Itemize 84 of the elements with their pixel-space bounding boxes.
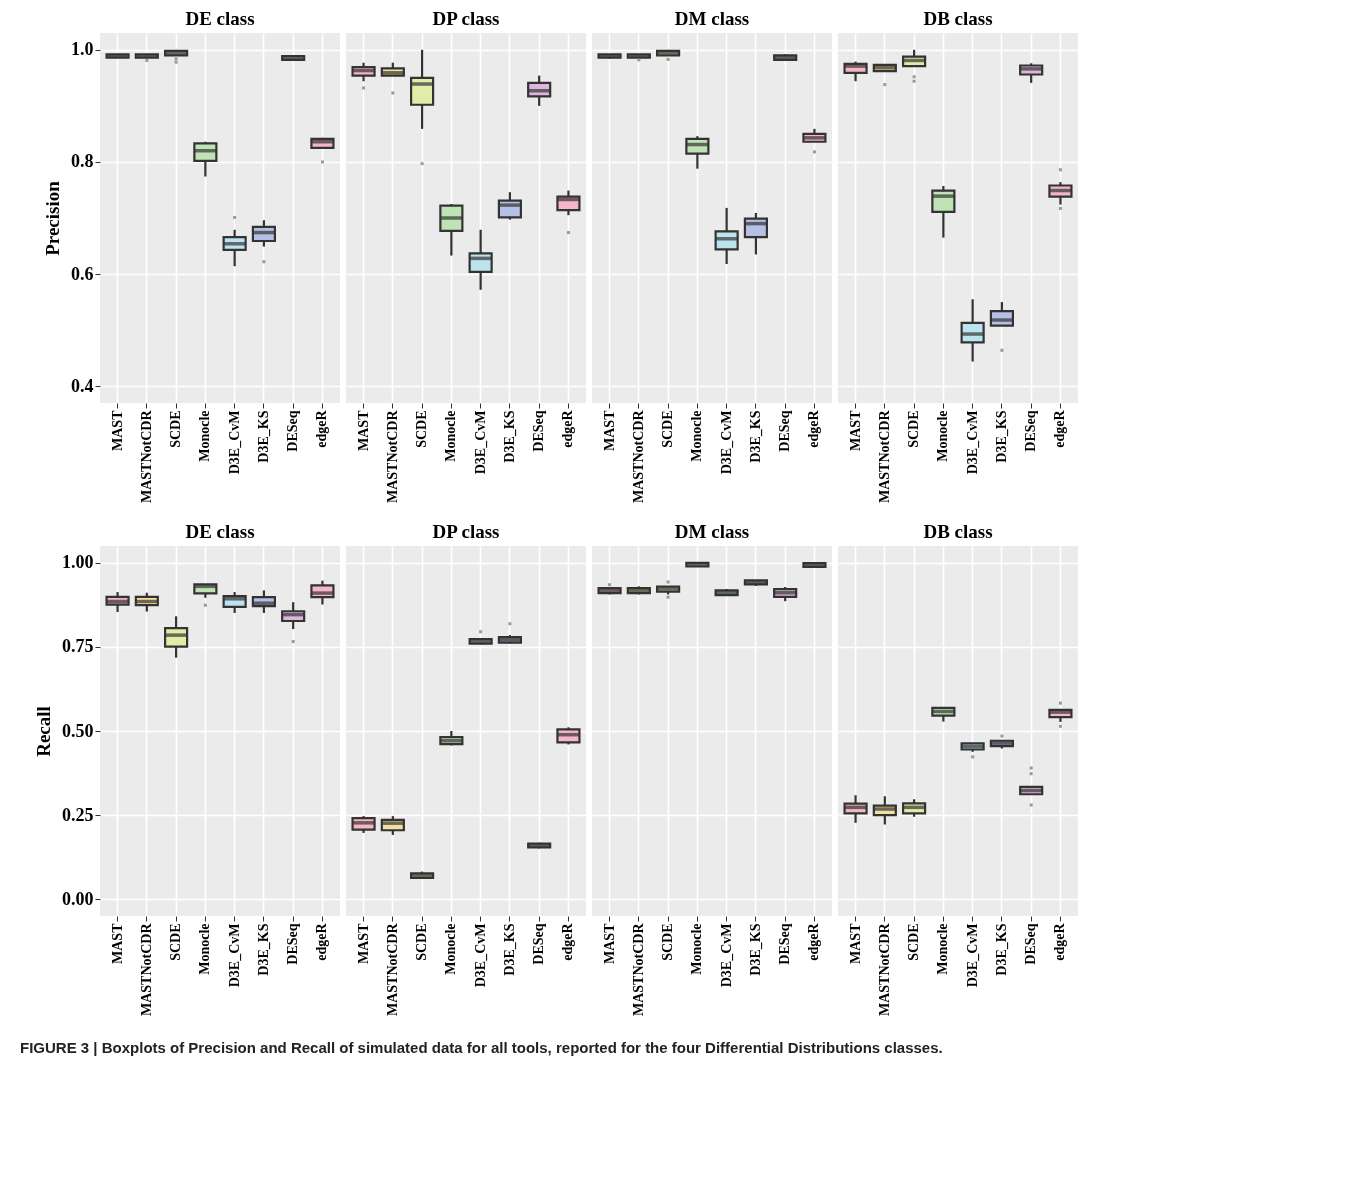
x-tick-label: Monocle [443, 923, 459, 975]
x-tick-label: DESeq [531, 410, 547, 452]
chart-title: DB class [923, 8, 993, 29]
x-tick-label: D3E_KS [747, 923, 763, 976]
y-tick-label: 1.0 [71, 39, 94, 60]
x-tick-label: MAST [109, 922, 125, 964]
x-tick-label: MASTNotCDR [630, 922, 646, 1017]
chart-title: DM class [674, 8, 750, 29]
chart-title: DP class [432, 8, 500, 29]
x-tick-label: D3E_CvM [718, 923, 734, 988]
x-tick-label: Monocle [689, 410, 705, 462]
x-tick-label: MASTNotCDR [138, 922, 154, 1017]
x-tick-label: Monocle [197, 410, 213, 462]
x-tick-label: SCDE [660, 923, 676, 961]
x-tick-label: MASTNotCDR [384, 409, 400, 504]
x-tick-label: D3E_KS [993, 923, 1009, 976]
x-tick-label: MASTNotCDR [384, 922, 400, 1017]
x-tick-label: DESeq [777, 923, 793, 965]
x-tick-label: SCDE [660, 410, 676, 448]
x-tick-label: SCDE [168, 923, 184, 961]
x-tick-label: MAST [847, 409, 863, 451]
x-tick-label: DESeq [285, 410, 301, 452]
y-tick-label: 0.75 [62, 636, 94, 657]
y-tick-label: 0.00 [62, 888, 94, 909]
x-tick-label: MASTNotCDR [876, 409, 892, 504]
x-tick-label: MAST [355, 409, 371, 451]
x-tick-label: MAST [601, 409, 617, 451]
x-tick-label: SCDE [414, 410, 430, 448]
x-tick-label: D3E_CvM [718, 410, 734, 475]
x-tick-label: edgeR [806, 409, 822, 448]
x-tick-label: MASTNotCDR [876, 922, 892, 1017]
x-tick-label: D3E_KS [501, 410, 517, 463]
x-tick-label: D3E_CvM [964, 923, 980, 988]
x-tick-label: D3E_KS [993, 410, 1009, 463]
y-axis-title: Precision [42, 180, 63, 256]
x-tick-label: Monocle [935, 410, 951, 462]
x-tick-label: Monocle [689, 923, 705, 975]
x-tick-label: Monocle [935, 923, 951, 975]
x-tick-label: MAST [847, 922, 863, 964]
x-tick-label: Monocle [443, 410, 459, 462]
x-tick-label: D3E_KS [255, 410, 271, 463]
x-tick-label: SCDE [906, 410, 922, 448]
x-tick-label: edgeR [1052, 409, 1068, 448]
x-tick-label: edgeR [806, 922, 822, 961]
chart-title: DE class [185, 8, 255, 29]
y-tick-label: 0.25 [62, 804, 94, 825]
chart-title: DB class [923, 521, 993, 542]
x-tick-label: DESeq [1023, 923, 1039, 965]
y-tick-label: 0.50 [62, 720, 94, 741]
x-tick-label: DESeq [285, 923, 301, 965]
x-tick-label: Monocle [197, 923, 213, 975]
x-tick-label: SCDE [414, 923, 430, 961]
x-tick-label: edgeR [1052, 922, 1068, 961]
x-tick-label: MAST [601, 922, 617, 964]
x-tick-label: D3E_KS [747, 410, 763, 463]
x-tick-label: MASTNotCDR [630, 409, 646, 504]
x-tick-label: MAST [355, 922, 371, 964]
chart-title: DP class [432, 521, 500, 542]
x-tick-label: D3E_CvM [964, 410, 980, 475]
x-tick-label: D3E_CvM [226, 923, 242, 988]
x-tick-label: edgeR [314, 409, 330, 448]
x-tick-label: MASTNotCDR [138, 409, 154, 504]
chart-title: DM class [674, 521, 750, 542]
x-tick-label: D3E_CvM [472, 923, 488, 988]
y-axis-title: Recall [33, 706, 54, 757]
x-tick-label: DESeq [531, 923, 547, 965]
x-tick-label: D3E_CvM [226, 410, 242, 475]
x-tick-label: edgeR [314, 922, 330, 961]
x-tick-label: D3E_KS [255, 923, 271, 976]
x-tick-label: edgeR [560, 409, 576, 448]
x-tick-label: SCDE [168, 410, 184, 448]
x-tick-label: MAST [109, 409, 125, 451]
caption: FIGURE 3 | Boxplots of Precision and Recall of simulated data for all tools, reported for the four Differential Distributions classes. [20, 1039, 943, 1056]
x-tick-label: D3E_KS [501, 923, 517, 976]
y-tick-label: 0.4 [71, 375, 94, 396]
x-tick-label: edgeR [560, 922, 576, 961]
y-tick-label: 0.6 [71, 263, 94, 284]
chart-title: DE class [185, 521, 255, 542]
y-tick-label: 0.8 [71, 151, 94, 172]
x-tick-label: DESeq [777, 410, 793, 452]
x-tick-label: D3E_CvM [472, 410, 488, 475]
x-tick-label: SCDE [906, 923, 922, 961]
y-tick-label: 1.00 [62, 552, 94, 573]
x-tick-label: DESeq [1023, 410, 1039, 452]
